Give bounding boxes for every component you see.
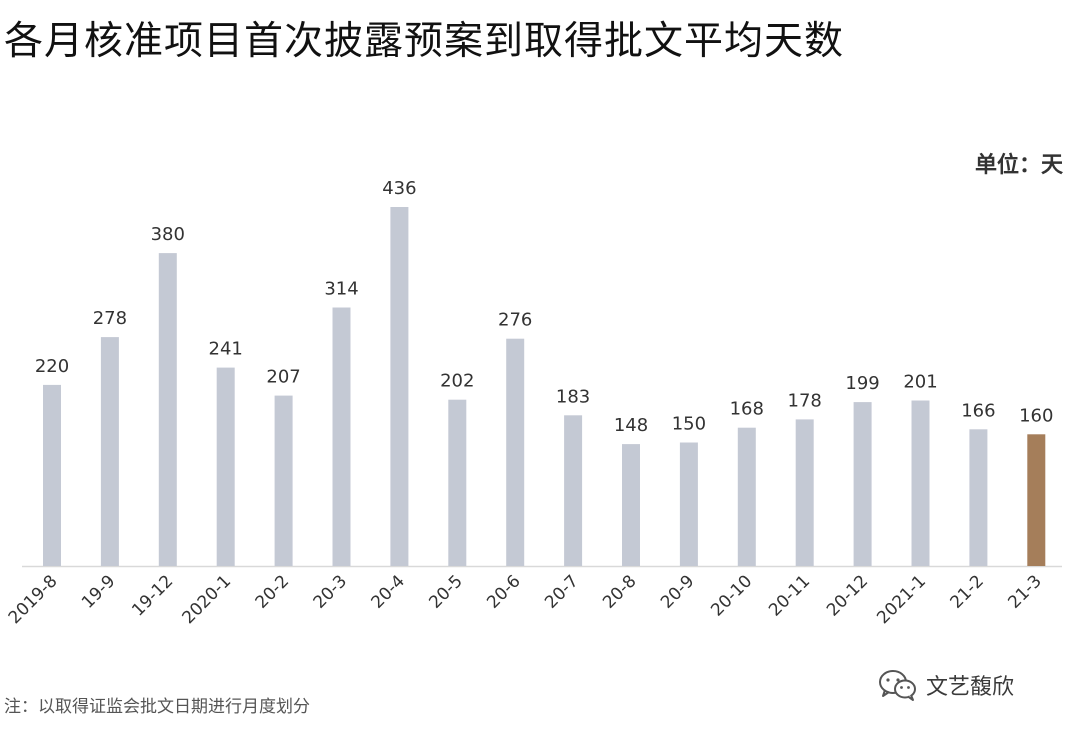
footnote: 注：以取得证监会批文日期进行月度划分	[4, 697, 310, 717]
data-label: 207	[266, 367, 300, 388]
bar	[216, 367, 235, 566]
x-tick-label: 20-8	[599, 571, 640, 612]
bar	[100, 337, 119, 566]
data-label: 148	[614, 415, 648, 436]
x-tick-label: 20-11	[765, 571, 814, 620]
data-label: 220	[35, 356, 69, 377]
x-tick-label: 20-2	[252, 571, 293, 612]
bar	[332, 307, 351, 566]
data-label: 150	[672, 414, 706, 435]
x-tick-label: 2019-8	[5, 571, 62, 628]
bar	[911, 400, 930, 566]
x-tick-label: 20-7	[541, 571, 582, 612]
data-label: 183	[556, 386, 590, 407]
x-tick-label: 2020-1	[179, 571, 236, 628]
bar	[795, 419, 814, 566]
x-tick-label: 20-4	[368, 571, 409, 612]
x-tick-label: 19-12	[128, 571, 177, 620]
unit-label: 单位：天	[974, 153, 1063, 178]
data-label: 202	[440, 371, 474, 392]
bar	[390, 207, 409, 566]
x-tick-label: 20-10	[707, 571, 756, 620]
data-label: 241	[209, 339, 243, 360]
bar	[448, 399, 467, 566]
bar	[158, 253, 177, 566]
x-tick-label: 20-6	[483, 571, 524, 612]
watermark: 文艺馥欣	[878, 668, 1014, 702]
bar	[274, 395, 293, 566]
watermark-text: 文艺馥欣	[926, 675, 1015, 700]
chart-title: 各月核准项目首次披露预案到取得批文平均天数	[4, 19, 845, 64]
data-label: 160	[1019, 405, 1053, 426]
data-label: 168	[730, 399, 764, 420]
bar	[506, 338, 525, 566]
data-label: 178	[788, 390, 822, 411]
data-label: 276	[498, 310, 532, 331]
x-tick-label: 20-9	[657, 571, 698, 612]
data-label: 201	[903, 372, 937, 393]
bar	[969, 429, 988, 566]
bar	[622, 444, 640, 566]
bar	[737, 427, 756, 566]
bar	[43, 384, 61, 566]
data-label: 380	[151, 224, 185, 245]
x-tick-label: 20-12	[823, 571, 872, 620]
bar	[564, 415, 583, 566]
x-tick-label: 2021-1	[873, 571, 930, 628]
bar	[1027, 434, 1046, 566]
wechat-icon	[879, 670, 916, 701]
data-label: 278	[93, 308, 127, 329]
data-label: 314	[324, 279, 358, 300]
x-tick-label: 19-9	[78, 571, 119, 612]
bar	[679, 442, 698, 566]
data-label: 199	[845, 373, 879, 394]
x-tick-label: 21-2	[947, 571, 988, 612]
data-label: 436	[382, 178, 416, 199]
data-label: 166	[961, 400, 995, 421]
x-tick-label: 20-5	[425, 571, 466, 612]
x-tick-label: 21-3	[1004, 571, 1045, 612]
bar	[853, 402, 872, 566]
x-tick-label: 20-3	[310, 571, 351, 612]
